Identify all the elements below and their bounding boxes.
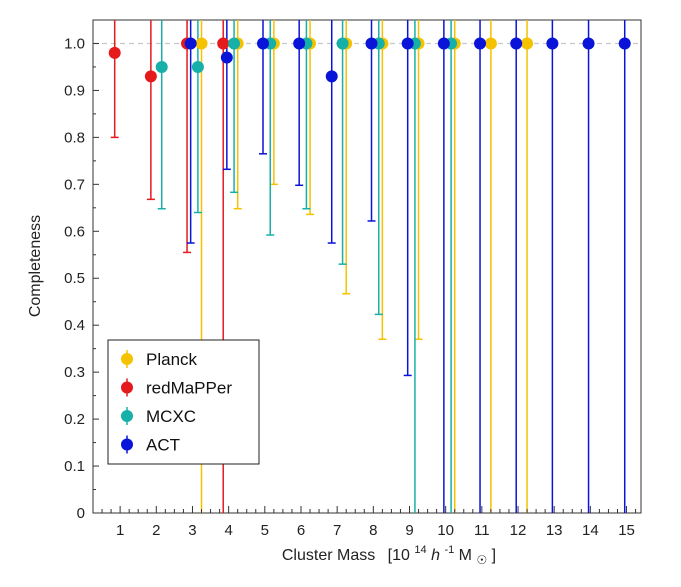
y-tick-label: 0.7 <box>64 176 85 193</box>
legend-redmapper-marker <box>121 381 133 394</box>
y-axis-label: Completeness <box>27 215 44 317</box>
y-tick-label: 0 <box>77 505 85 522</box>
act-point <box>582 37 595 50</box>
x-axis-label-sun: ☉ <box>476 553 487 567</box>
x-tick-label: 7 <box>333 522 341 539</box>
x-axis-label-close: ] <box>492 547 496 564</box>
planck-point <box>195 37 208 50</box>
x-tick-label: 13 <box>546 522 563 539</box>
act-point <box>293 37 306 50</box>
legend-planck-label: Planck <box>146 350 198 369</box>
x-axis-label-exp: 14 <box>414 544 426 556</box>
y-tick-label: 0.1 <box>64 458 85 475</box>
legend-mcxc-marker <box>121 410 133 422</box>
act-point <box>546 37 559 50</box>
act-point <box>437 37 450 50</box>
x-tick-label: 4 <box>224 522 232 539</box>
act-point <box>325 70 338 83</box>
point-layer <box>108 37 631 83</box>
act-point <box>474 37 487 50</box>
x-tick-label: 10 <box>437 522 454 539</box>
act-point <box>257 37 270 50</box>
y-tick-label: 0.6 <box>64 223 85 240</box>
x-axis-label-hexp: -1 <box>444 544 454 556</box>
legend-planck-marker <box>121 353 133 365</box>
act-point <box>220 51 233 64</box>
x-tick-label: 1 <box>116 522 124 539</box>
x-tick-label: 2 <box>152 522 160 539</box>
x-tick-label: 5 <box>261 522 269 539</box>
y-tick-label: 0.3 <box>64 364 85 381</box>
x-tick-label: 9 <box>405 522 413 539</box>
x-tick-label: 11 <box>474 522 490 539</box>
act-point <box>184 37 197 50</box>
planck-point <box>484 37 497 50</box>
y-tick-label: 1.0 <box>64 35 85 52</box>
redmapper-point <box>144 70 157 83</box>
y-tick-label: 0.9 <box>64 82 85 99</box>
mcxc-point <box>191 60 204 73</box>
legend-mcxc-label: MCXC <box>146 407 196 426</box>
legend-redmapper-label: redMaPPer <box>146 379 232 398</box>
planck-point <box>521 37 534 50</box>
mcxc-point <box>228 37 241 50</box>
act-point <box>510 37 523 50</box>
x-tick-label: 3 <box>188 522 196 539</box>
y-tick-label: 0.2 <box>64 411 85 428</box>
x-axis-label-main: Cluster Mass <box>282 547 375 564</box>
legend-box <box>107 339 260 465</box>
mcxc-point <box>336 37 349 50</box>
redmapper-point <box>108 46 121 59</box>
x-axis-label-units: [10 <box>388 547 410 564</box>
y-tick-label: 0.4 <box>64 317 85 334</box>
x-axis-label-h: h <box>431 547 440 564</box>
y-tick-label: 0.8 <box>64 129 85 146</box>
y-tick-label: 0.5 <box>64 270 85 287</box>
x-tick-label: 15 <box>618 522 635 539</box>
errorbar-layer <box>110 20 626 513</box>
act-point <box>401 37 414 50</box>
axes-layer: 00.10.20.30.40.50.60.70.80.91.01 2 3 4 5 6 7 8 9… <box>64 35 637 539</box>
x-axis-label: Cluster Mass [10 14 h -1 M ☉ ] <box>282 540 496 568</box>
x-tick-label: 8 <box>369 522 377 539</box>
act-point <box>618 37 631 50</box>
legend: Planck redMaPPer MCXC ACT <box>107 339 260 465</box>
redmapper-point <box>217 37 230 50</box>
act-point <box>365 37 378 50</box>
mcxc-point <box>155 60 168 73</box>
x-tick-label: 14 <box>582 522 599 539</box>
x-tick-label: 6 <box>297 522 305 539</box>
legend-act-marker <box>121 438 133 451</box>
legend-act-label: ACT <box>146 436 180 455</box>
x-axis-label-m: M <box>459 547 472 564</box>
x-tick-label: 12 <box>510 522 527 539</box>
